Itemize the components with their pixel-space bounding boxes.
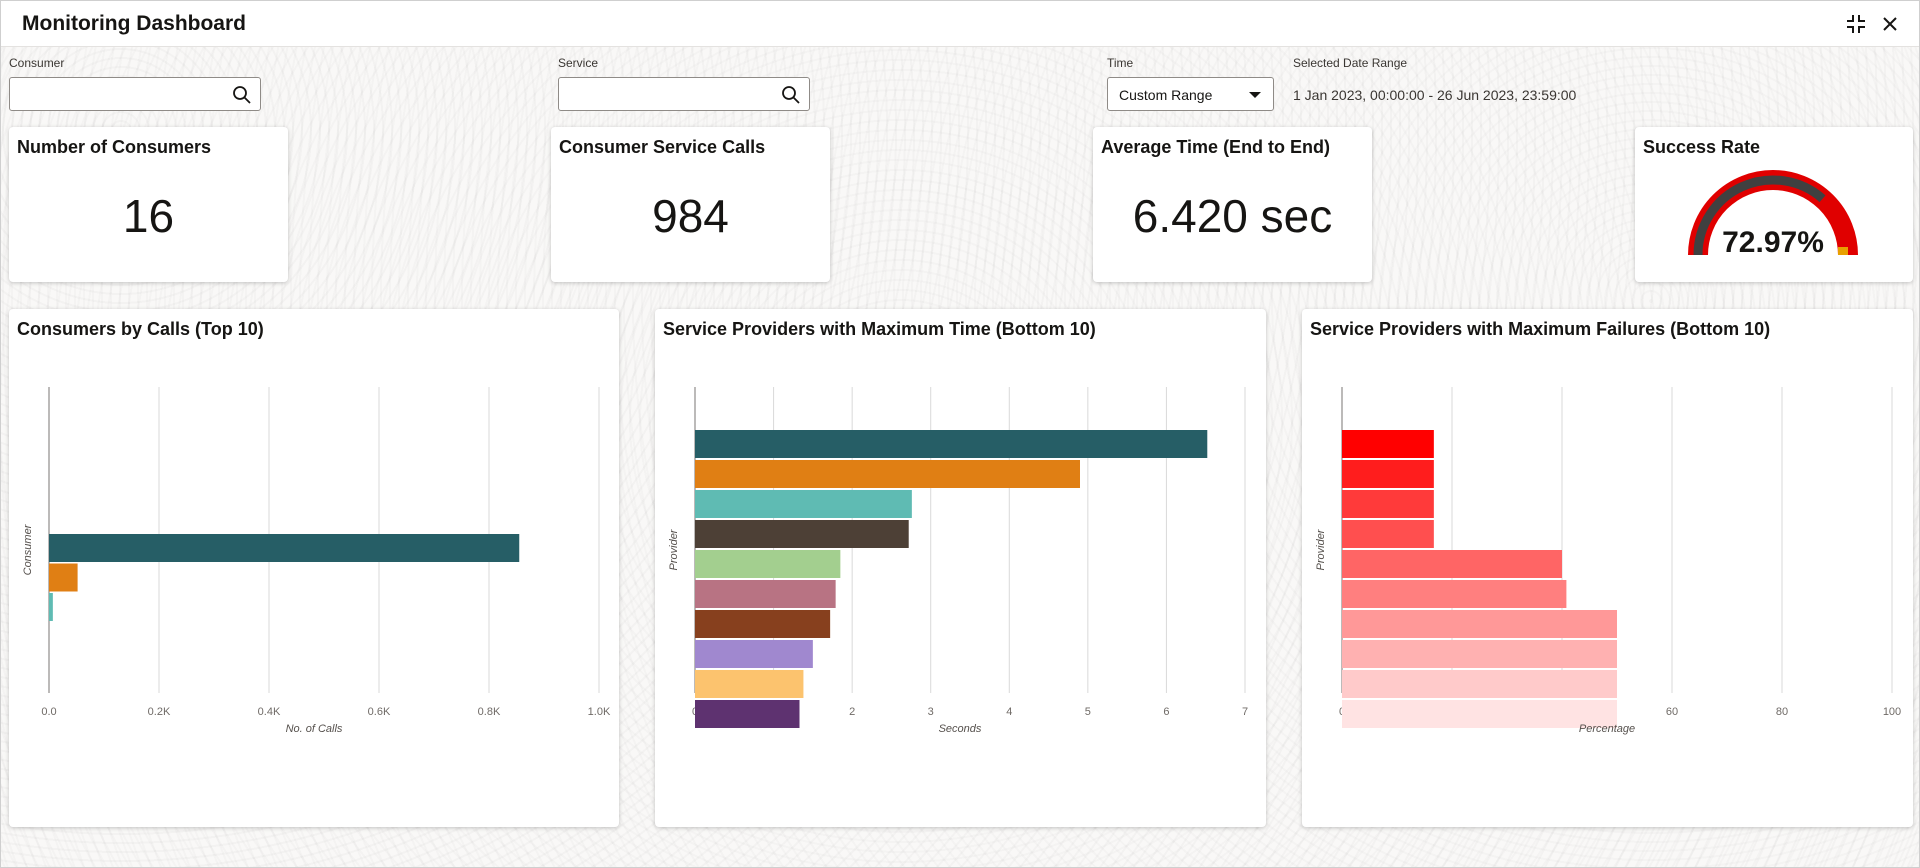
provider-failures-chart-title: Service Providers with Maximum Failures … (1310, 319, 1771, 339)
x-tick-label: 6 (1163, 706, 1169, 718)
bar (1342, 580, 1567, 608)
avg-time-value: 6.420 sec (1132, 190, 1333, 242)
x-tick-label: 4 (1006, 706, 1012, 718)
service-search-input[interactable] (559, 78, 769, 110)
bar (695, 520, 909, 548)
provider-time-chart: 01234567SecondsProvider (668, 387, 1248, 735)
bar (1342, 610, 1617, 638)
date-range-value: 1 Jan 2023, 00:00:00 - 26 Jun 2023, 23:5… (1293, 87, 1577, 103)
success-rate-card: Success Rate 72.97% (1635, 127, 1913, 282)
consumers-count: 16 (122, 190, 175, 242)
x-tick-label: 0.2K (148, 706, 171, 718)
x-axis-label: Seconds (939, 723, 982, 735)
search-icon[interactable] (781, 85, 801, 105)
success-rate-title: Success Rate (1643, 137, 1761, 157)
success-rate-gauge: 72.97% (1688, 170, 1858, 259)
bar (1342, 490, 1434, 518)
y-axis-label: Consumer (22, 523, 34, 575)
bar (1342, 520, 1434, 548)
close-button[interactable] (1877, 11, 1903, 37)
y-axis-label: Provider (1315, 528, 1327, 570)
provider-failures-chart-card: Service Providers with Maximum Failures … (1302, 309, 1913, 827)
x-axis-label: Percentage (1579, 723, 1635, 735)
time-select[interactable]: Custom Range (1107, 77, 1274, 111)
bar (1342, 550, 1562, 578)
avg-time-card-title: Average Time (End to End) (1101, 137, 1331, 157)
service-label: Service (558, 56, 599, 70)
calls-count: 984 (652, 190, 729, 242)
x-tick-label: 2 (849, 706, 855, 718)
avg-time-card: Average Time (End to End) 6.420 sec (1093, 127, 1372, 282)
success-rate-value: 72.97% (1722, 226, 1824, 259)
y-axis-label: Provider (668, 528, 680, 570)
bar (1342, 430, 1434, 458)
collapse-button[interactable] (1843, 11, 1869, 37)
bar (1342, 670, 1617, 698)
x-tick-label: 0.0 (41, 706, 56, 718)
date-range-label: Selected Date Range (1293, 56, 1408, 70)
x-tick-label: 7 (1242, 706, 1248, 718)
close-icon (1883, 17, 1897, 31)
consumers-chart-card: Consumers by Calls (Top 10) 0.0 0.2K 0.4K 0… (9, 309, 619, 827)
bar (49, 563, 78, 592)
collapse-icon (1847, 15, 1865, 33)
x-tick-label: 0.4K (258, 706, 281, 718)
bar (695, 700, 800, 728)
x-tick-label: 1.0K (588, 706, 611, 718)
service-search (558, 77, 810, 111)
bar (695, 610, 831, 638)
consumer-search (9, 77, 261, 111)
bar (1342, 640, 1617, 668)
consumer-search-input[interactable] (10, 78, 220, 110)
time-select-value: Custom Range (1119, 87, 1213, 103)
bar (1342, 460, 1434, 488)
gauge-threshold-tick (1838, 247, 1848, 255)
caret-down-icon (1249, 92, 1261, 98)
bar (695, 430, 1208, 458)
bar (49, 593, 53, 621)
bar (695, 640, 813, 668)
bar (695, 460, 1080, 488)
x-tick-label: 0.6K (368, 706, 391, 718)
consumer-label: Consumer (9, 56, 65, 70)
x-tick-label: 3 (928, 706, 934, 718)
dashboard-header: Monitoring Dashboard (1, 1, 1919, 47)
page-title: Monitoring Dashboard (22, 12, 246, 35)
x-axis-label: No. of Calls (286, 723, 343, 735)
search-icon[interactable] (232, 85, 252, 105)
time-label: Time (1107, 56, 1134, 70)
bar (1342, 700, 1617, 728)
x-tick-label: 5 (1085, 706, 1091, 718)
calls-card: Consumer Service Calls 984 (551, 127, 830, 282)
consumers-chart-title: Consumers by Calls (Top 10) (17, 319, 264, 339)
consumers-card-title: Number of Consumers (17, 137, 212, 157)
bar (695, 550, 841, 578)
bar (49, 534, 520, 562)
x-tick-label: 100 (1883, 706, 1901, 718)
consumers-card: Number of Consumers 16 (9, 127, 288, 282)
gauge-fill (1693, 175, 1826, 256)
x-tick-label: 0.8K (478, 706, 501, 718)
bar (695, 580, 836, 608)
consumers-by-calls-chart: 0.0 0.2K 0.4K 0.6K 0.8K 1.0K No. of Calls Consu… (22, 387, 611, 735)
x-tick-label: 60 (1666, 706, 1678, 718)
provider-time-chart-card: Service Providers with Maximum Time (Bot… (655, 309, 1266, 827)
bar (695, 490, 912, 518)
calls-card-title: Consumer Service Calls (559, 137, 766, 157)
provider-failures-chart: 020406080100PercentageProvider (1315, 387, 1901, 735)
x-tick-label: 80 (1776, 706, 1788, 718)
provider-time-chart-title: Service Providers with Maximum Time (Bot… (663, 319, 1096, 339)
bar (695, 670, 804, 698)
